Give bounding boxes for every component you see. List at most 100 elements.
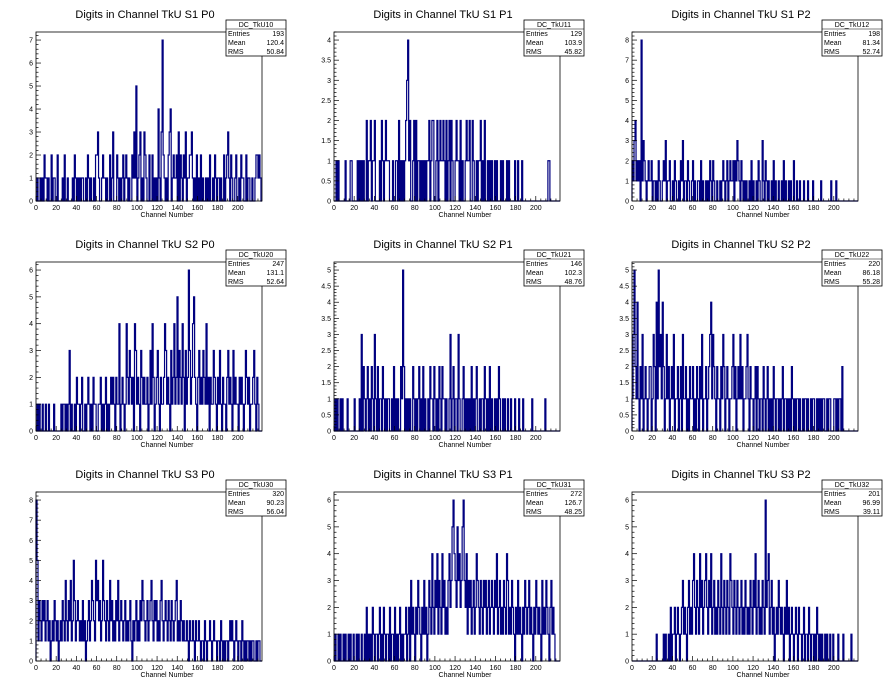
x-tick-label: 160 [490,205,502,212]
x-tick-label: 0 [630,665,634,672]
y-tick-label: 0 [625,429,629,436]
stats-box-frame [821,249,883,287]
histogram-series [334,39,560,202]
y-tick-label: 6 [29,61,33,68]
y-tick-label: 3.5 [619,316,629,323]
histogram-panel: Digits in Channel TkU S1 P00 20 40 60 80 100 1… [29,9,287,219]
y-tick-label: 4.5 [619,284,629,291]
stats-label: Entries [824,261,846,268]
panel-title: Digits in Channel TkU S1 P0 [75,9,214,21]
y-tick-label: 4 [29,321,33,328]
x-tick-label: 160 [192,665,204,672]
x-tick-label: 20 [648,205,656,212]
y-tick-label: 7 [625,58,629,65]
stats-value: 56.04 [266,509,284,516]
panel-title: Digits in Channel TkU S1 P2 [671,9,810,21]
stats-box-frame [523,19,585,57]
stats-box-frame [225,19,287,57]
y-tick-label: 2.5 [619,348,629,355]
x-tick-label: 200 [232,435,244,442]
stats-value: 201 [868,491,880,498]
stats-value: 129 [570,31,582,38]
stats-value: 48.76 [564,279,582,286]
y-tick-label: 0 [625,659,629,666]
stats-label: Mean [824,270,842,277]
y-tick-label: 3.5 [321,58,331,65]
x-tick-label: 120 [449,435,461,442]
x-tick-label: 200 [530,435,542,442]
y-tick-label: 6 [327,498,331,505]
y-tick-label: 4 [625,300,629,307]
x-tick-label: 60 [93,205,101,212]
x-tick-label: 60 [391,205,399,212]
x-tick-label: 160 [490,665,502,672]
y-tick-label: 0 [327,199,331,206]
x-tick-label: 160 [788,435,800,442]
x-tick-label: 40 [668,665,676,672]
y-tick-label: 8 [29,498,33,505]
y-tick-label: 6 [29,268,33,275]
y-tick-label: 8 [625,38,629,45]
x-tick-label: 140 [469,205,481,212]
histogram-series [334,499,560,662]
x-tick-label: 40 [370,435,378,442]
x-tick-label: 80 [709,205,717,212]
plot-frame [333,491,561,662]
x-tick-label: 180 [212,205,224,212]
stats-label: Mean [228,40,246,47]
stats-label: RMS [526,279,542,286]
stats-name: DC_TkU32 [835,482,870,489]
y-tick-label: 2 [327,605,331,612]
stats-name: DC_TkU10 [239,22,274,29]
y-tick-label: 4.5 [321,284,331,291]
stats-label: RMS [228,49,244,56]
stats-label: Entries [526,491,548,498]
x-tick-label: 0 [34,205,38,212]
x-tick-label: 40 [668,205,676,212]
y-tick-label: 2 [29,618,33,625]
x-tick-label: 120 [747,205,759,212]
stats-label: RMS [824,509,840,516]
stats-value: 52.74 [862,49,880,56]
x-tick-label: 100 [131,205,143,212]
stats-box: DC_TkU10 Entries 193 Mean 120.4 RMS 50.84 [225,19,287,57]
x-tick-label: 20 [52,665,60,672]
stats-label: RMS [824,49,840,56]
x-tick-label: 120 [151,435,163,442]
x-tick-label: 80 [113,665,121,672]
stats-box-frame [821,479,883,517]
stats-value: 52.64 [266,279,284,286]
y-tick-label: 3 [327,578,331,585]
x-tick-label: 200 [530,205,542,212]
stats-value: 220 [868,261,880,268]
y-tick-label: 1 [29,638,33,645]
plot-frame [333,261,561,432]
y-tick-label: 4 [625,118,629,125]
x-tick-label: 100 [727,205,739,212]
y-tick-label: 1 [625,632,629,639]
x-tick-label: 80 [113,435,121,442]
x-tick-label: 0 [34,435,38,442]
stats-label: Mean [824,40,842,47]
y-tick-label: 3 [625,578,629,585]
histogram-panel: Digits in Channel TkU S2 P10 20 40 60 80 100 1… [321,239,585,449]
y-tick-label: 0 [327,659,331,666]
y-tick-label: 0 [327,429,331,436]
panel-title: Digits in Channel TkU S3 P2 [671,469,810,481]
plot-frame [631,261,859,432]
stats-label: Entries [824,491,846,498]
y-tick-label: 3 [327,332,331,339]
x-axis-label: Channel Number [439,212,493,219]
y-tick-label: 0 [29,429,33,436]
stats-box: DC_TkU20 Entries 247 Mean 131.1 RMS 52.64 [225,249,287,287]
stats-name: DC_TkU21 [537,252,572,259]
stats-label: RMS [228,509,244,516]
y-tick-label: 4 [625,551,629,558]
stats-label: Mean [228,500,246,507]
y-tick-label: 3 [29,598,33,605]
panel-title: Digits in Channel TkU S3 P1 [373,469,512,481]
x-tick-label: 0 [332,435,336,442]
stats-box: DC_TkU31 Entries 272 Mean 126.7 RMS 48.25 [523,479,585,517]
x-axis-label: Channel Number [439,672,493,679]
x-tick-label: 60 [689,435,697,442]
